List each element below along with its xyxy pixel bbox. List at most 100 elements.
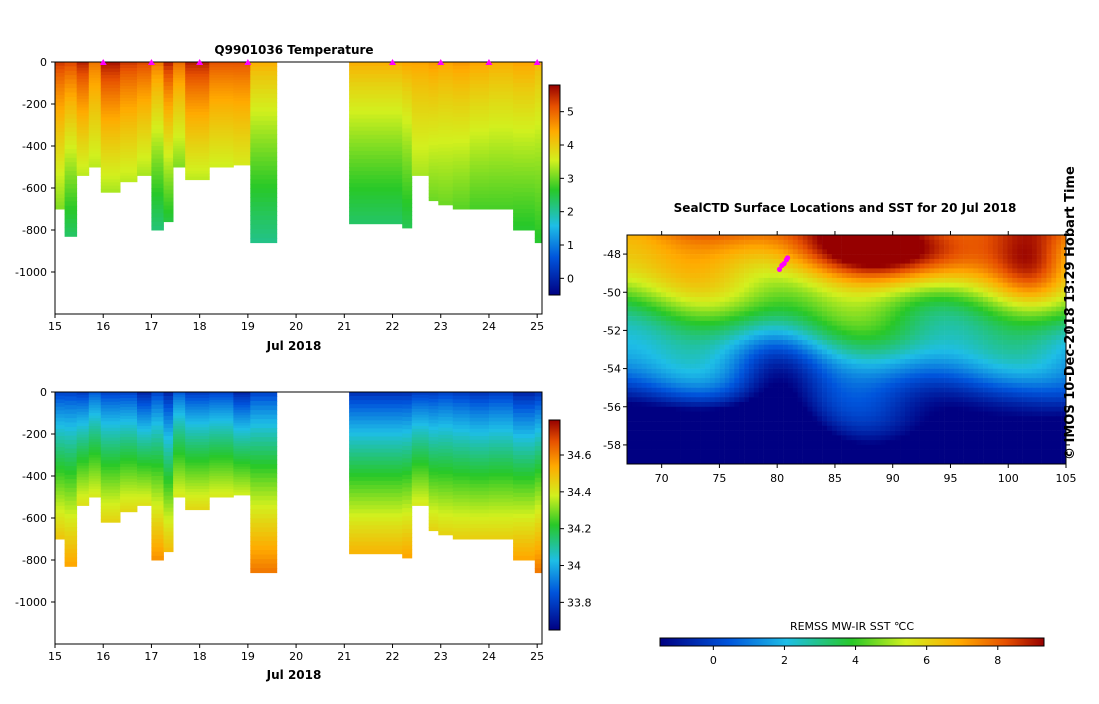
sst-cell	[842, 297, 847, 302]
sst-cell	[886, 245, 891, 250]
sst-cell	[881, 249, 886, 254]
sst-cell	[1037, 259, 1042, 264]
profile-cell	[89, 138, 102, 141]
sst-cell	[1056, 383, 1061, 388]
sst-cell	[769, 321, 774, 326]
profile-cell	[101, 189, 121, 193]
profile-cell	[535, 537, 543, 542]
profile-cell	[470, 455, 490, 459]
sst-cell	[842, 340, 847, 345]
profile-cell	[489, 425, 514, 429]
sst-cell	[661, 245, 666, 250]
sst-cell	[1008, 364, 1013, 369]
sst-cell	[915, 330, 920, 335]
profile-cell	[513, 421, 535, 426]
profile-cell	[173, 479, 186, 482]
sst-cell	[759, 330, 764, 335]
profile-cell	[489, 165, 514, 169]
sst-cell	[910, 268, 915, 273]
sst-cell	[925, 254, 930, 259]
profile-cell	[470, 150, 490, 154]
sst-cell	[676, 311, 681, 316]
profile-cell	[453, 125, 470, 129]
profile-cell	[151, 129, 164, 134]
sst-cell	[910, 311, 915, 316]
sst-cell	[637, 254, 642, 259]
sst-cell	[637, 350, 642, 355]
sst-cell	[822, 345, 827, 350]
sst-cell	[720, 283, 725, 288]
sst-cell	[905, 369, 910, 374]
sst-cell	[686, 283, 691, 288]
sst-cell	[856, 254, 861, 259]
sst-cell	[1027, 316, 1032, 321]
sst-cell	[647, 364, 652, 369]
sst-cell	[949, 316, 954, 321]
profile-cell	[120, 113, 137, 117]
sst-cell	[1017, 378, 1022, 383]
sst-cell	[759, 369, 764, 374]
sst-cell	[720, 359, 725, 364]
sst-cell	[905, 240, 910, 245]
sst-cell	[744, 288, 749, 293]
sst-cell	[1003, 307, 1008, 312]
sst-cell	[705, 345, 710, 350]
sst-cell	[686, 254, 691, 259]
sst-cell	[676, 307, 681, 312]
sst-cell	[1017, 264, 1022, 269]
sst-cell	[842, 268, 847, 273]
sst-cell	[744, 383, 749, 388]
sst-cell	[661, 273, 666, 278]
profile-cell	[412, 65, 429, 68]
sst-cell	[715, 240, 720, 245]
profile-cell	[470, 84, 490, 88]
sst-cell	[788, 235, 793, 240]
profile-cell	[185, 124, 210, 127]
profile-cell	[489, 62, 514, 66]
sst-cell	[959, 254, 964, 259]
profile-cell	[429, 472, 439, 476]
sst-cell	[1032, 345, 1037, 350]
sst-cell	[637, 316, 642, 321]
profile-cell	[535, 568, 543, 573]
profile-cell	[513, 438, 535, 443]
sst-cell	[1022, 321, 1027, 326]
sst-cell	[1003, 340, 1008, 345]
profile-cell	[438, 101, 453, 105]
sst-cell	[959, 330, 964, 335]
sst-cell	[739, 235, 744, 240]
sst-cell	[895, 340, 900, 345]
profile-cell	[429, 468, 439, 472]
sst-cell	[827, 364, 832, 369]
profile-cell	[438, 198, 453, 202]
profile-cell	[438, 499, 453, 503]
sst-cell	[886, 335, 891, 340]
profile-cell	[89, 159, 102, 162]
profile-cell	[535, 89, 543, 94]
sst-cell	[720, 292, 725, 297]
sst-cell	[886, 268, 891, 273]
profile-cell	[77, 144, 90, 147]
sst-cell	[871, 292, 876, 297]
profile-cell	[65, 197, 78, 202]
sst-cell	[1032, 383, 1037, 388]
sst-cell	[959, 378, 964, 383]
sst-cell	[681, 264, 686, 269]
sst-cell	[1027, 350, 1032, 355]
sst-cell	[769, 311, 774, 316]
profile-cell	[65, 149, 78, 154]
sst-cell	[890, 292, 895, 297]
sst-cell	[808, 249, 813, 254]
depth-profile	[470, 392, 490, 540]
profile-cell	[120, 77, 137, 81]
profile-cell	[489, 125, 514, 129]
profile-cell	[250, 410, 277, 415]
profile-cell	[489, 392, 514, 396]
sst-cell	[1051, 316, 1056, 321]
profile-cell	[535, 446, 543, 451]
sst-cell	[1012, 340, 1017, 345]
sst-cell	[856, 330, 861, 335]
profile-cell	[349, 489, 402, 494]
sst-cell	[666, 359, 671, 364]
profile-cell	[453, 95, 470, 99]
